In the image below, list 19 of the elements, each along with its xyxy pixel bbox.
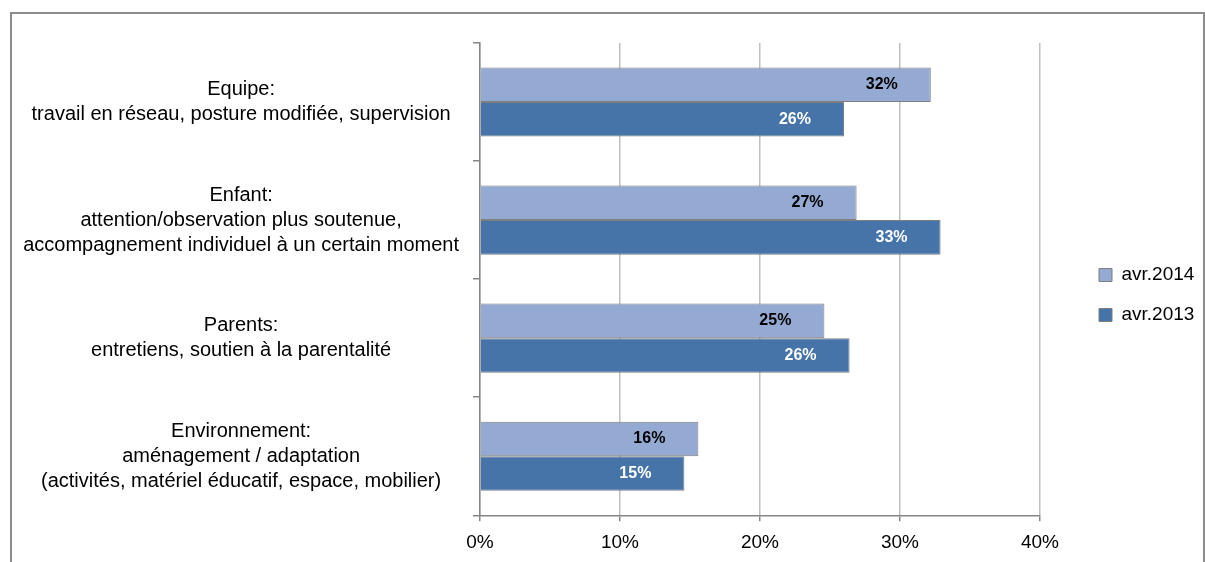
data-label: 26%: [784, 345, 817, 363]
data-label: 26%: [778, 109, 811, 127]
data-label: 27%: [791, 193, 824, 211]
data-label: 25%: [759, 311, 792, 329]
data-label: 33%: [875, 227, 908, 245]
y-tick-label: Enfant: attention/observation plus soutenue, accompagnement individuel à un certain moment: [23, 182, 460, 255]
x-tick-label: 10%: [600, 531, 640, 553]
y-tick-label: Environnement: aménagement / adaptation (activités, matériel éducatif, espace, mobilier): [41, 418, 442, 491]
x-tick-label: 0%: [466, 531, 494, 553]
legend-label: avr.2013: [1121, 303, 1195, 325]
y-tick-label: Equipe: travail en réseau, posture modifiée, supervision: [31, 77, 451, 125]
data-label: 16%: [633, 429, 666, 447]
x-tick-label: 40%: [1020, 531, 1060, 553]
y-tick-label: Parents: entretiens, soutien à la parentalité: [91, 313, 392, 361]
x-tick-label: 30%: [880, 531, 920, 553]
data-label: 15%: [619, 463, 652, 481]
x-tick-label: 20%: [740, 531, 780, 553]
data-label: 32%: [865, 75, 898, 93]
legend-label: avr.2014: [1121, 263, 1195, 285]
